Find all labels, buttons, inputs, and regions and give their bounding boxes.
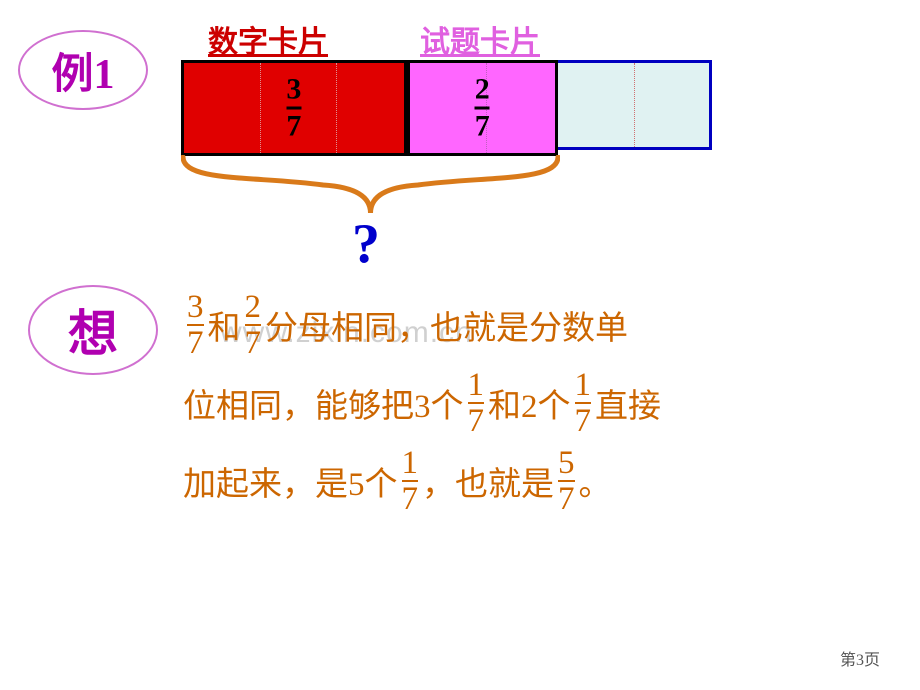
text-run: 分母相同，也就是分数单 (265, 301, 628, 349)
inline-fraction: 17 (468, 369, 485, 438)
think-label: 想 (68, 294, 118, 366)
explanation-text: 37和27分母相同，也就是分数单位相同，能够把3个17和2个 17直接加起来，是… (183, 286, 661, 520)
inline-fraction: 17 (402, 447, 419, 516)
bar-segment: 27 (407, 60, 558, 156)
explain-line: 加起来，是5个17，也就是 57 。 (183, 442, 661, 520)
segment-fraction: 37 (286, 75, 301, 142)
inline-fraction: 37 (187, 291, 204, 360)
number-card-link[interactable]: 数字卡片 (208, 17, 328, 61)
bar-segment: 37 (181, 60, 407, 156)
text-run: 加起来，是5个 (183, 457, 398, 505)
text-run: 位相同，能够把3个 (183, 379, 464, 427)
fraction-bar: 37 27 (181, 60, 712, 150)
inline-fraction: 17 (575, 369, 592, 438)
text-run: 和 (208, 301, 241, 349)
page-number: 第3页 (840, 646, 880, 670)
explain-line: 位相同，能够把3个17和2个 17直接 (183, 364, 661, 442)
explain-line: 37和27分母相同，也就是分数单 (183, 286, 661, 364)
text-run: ，也就是 (422, 457, 554, 505)
segment-fraction: 27 (475, 75, 490, 142)
text-run: 和2个 (488, 379, 571, 427)
think-bubble: 想 (28, 285, 158, 375)
text-run: 。 (579, 457, 612, 505)
brace (181, 155, 560, 215)
example-label: 例1 (51, 40, 114, 101)
example-bubble: 例1 (18, 30, 148, 110)
inline-fraction: 27 (245, 291, 262, 360)
question-mark: ? (352, 212, 380, 276)
inline-fraction: 57 (558, 447, 575, 516)
text-run: 直接 (595, 379, 661, 427)
question-card-link[interactable]: 试题卡片 (420, 17, 540, 61)
bar-segment (558, 63, 709, 147)
